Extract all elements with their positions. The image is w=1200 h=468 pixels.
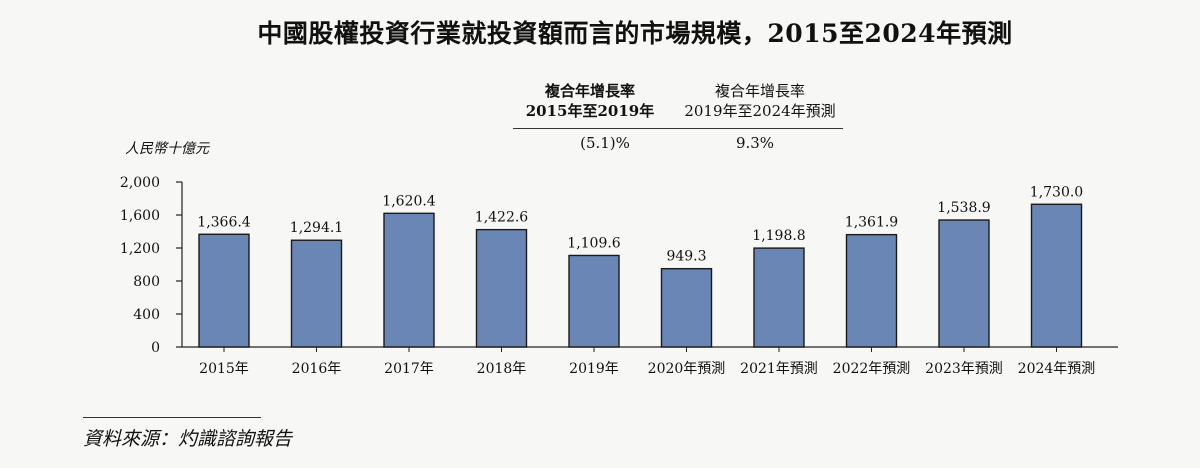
cagr-header-line1: 複合年增長率 [714,82,805,100]
cagr-header-line1: 複合年增長率 [544,82,635,100]
bar [383,212,435,348]
y-tick-label: 0 [151,340,160,356]
cagr-header-2015-2019: 複合年增長率 2015年至2019年 [515,81,665,121]
y-axis-unit-label: 人民幣十億元 [125,141,209,157]
x-tick-label: 2024年預測 [1018,361,1096,377]
y-tick-label: 400 [133,307,160,323]
bar-value-label: 949.3 [666,249,706,265]
bar [475,228,528,348]
bar-value-label: 1,366.4 [197,214,251,230]
source-note: 資料來源：灼識諮詢報告 [83,428,293,450]
bar-value-label: 1,730.0 [1030,184,1083,200]
cagr-value-2015-2019: (5.1)% [580,134,630,152]
y-tick-label: 2,000 [120,175,160,191]
x-tick-label: 2015年 [199,361,249,377]
x-tick-label: 2020年預測 [648,361,726,377]
bar-value-label: 1,109.6 [567,235,621,251]
bar-value-label: 1,620.4 [382,193,436,209]
x-tick-label: 2017年 [384,361,434,377]
y-tick-label: 1,600 [120,208,160,224]
cagr-header-line2: 2019年至2024年預測 [684,102,836,120]
cagr-divider [513,128,843,129]
chart-title: 中國股權投資行業就投資額而言的市場規模，2015至2024年預測 [257,19,1013,48]
bar [938,219,990,348]
x-tick-label: 2016年 [292,361,342,377]
source-divider [83,417,261,418]
bar [1030,203,1083,348]
bar [568,254,620,348]
cagr-header-2019-2024: 複合年增長率 2019年至2024年預測 [665,81,855,121]
bar [660,267,713,348]
bar-value-label: 1,198.8 [752,228,805,244]
bar [845,233,898,348]
bar-value-label: 1,422.6 [475,210,529,226]
bar-value-label: 1,361.9 [845,215,898,231]
x-tick-label: 2019年 [569,361,619,377]
cagr-header-line2: 2015年至2019年 [525,102,655,120]
x-tick-label: 2023年預測 [925,361,1003,377]
x-tick-label: 2021年預測 [740,361,818,377]
x-tick-label: 2018年 [477,361,527,377]
bar-value-label: 1,294.1 [290,220,343,236]
bar [753,247,805,348]
y-tick-label: 1,200 [120,241,160,257]
cagr-value-2019-2024: 9.3% [735,134,775,152]
bar [290,239,343,348]
bar [198,233,250,348]
bar-value-label: 1,538.9 [937,200,990,216]
x-tick-label: 2022年預測 [833,361,911,377]
y-tick-label: 800 [133,274,160,290]
